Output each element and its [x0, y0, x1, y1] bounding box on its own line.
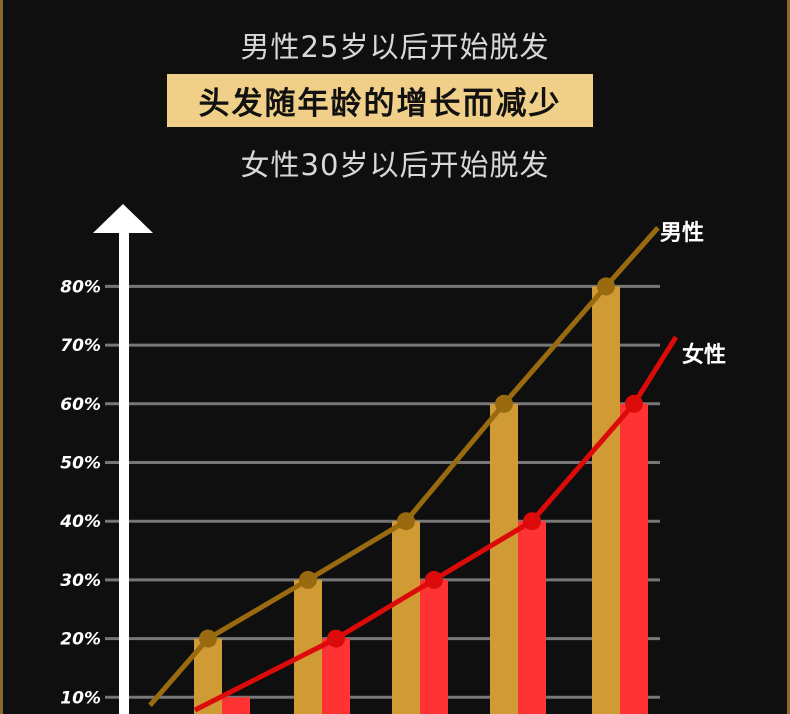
female-point: [327, 629, 345, 648]
y-axis-line: [119, 232, 129, 714]
y-tick-label: 80%: [60, 277, 101, 297]
grid-lines: [105, 284, 660, 699]
female-point: [425, 570, 443, 589]
male-point: [199, 629, 217, 648]
subtitle-female: 女性30岁以后开始脱发: [240, 148, 550, 182]
y-axis-arrow-icon: [93, 204, 153, 233]
female-point: [523, 512, 541, 531]
male-bar: [592, 286, 620, 714]
series-label-female: 女性: [682, 342, 726, 368]
subtitle-male: 男性25岁以后开始脱发: [240, 30, 550, 64]
y-tick-labels: 10% 20% 30% 40% 50% 60% 70% 80%: [59, 277, 101, 708]
male-point: [299, 570, 317, 589]
y-tick-label: 10%: [60, 688, 101, 708]
y-tick-label: 70%: [60, 336, 101, 356]
male-point: [397, 512, 415, 531]
female-bar: [620, 403, 648, 714]
title-banner: 头发随年龄的增长而减少: [167, 74, 593, 127]
series-label-male: 男性: [660, 221, 704, 246]
male-point: [495, 394, 513, 413]
female-bar: [222, 697, 250, 714]
male-bar: [392, 521, 420, 714]
series-lines: [148, 226, 679, 713]
y-axis: [93, 204, 153, 714]
female-point: [625, 394, 643, 413]
male-point: [597, 277, 615, 296]
female-bar: [420, 579, 448, 714]
page-title: 头发随年龄的增长而减少: [198, 86, 562, 122]
female-bar: [322, 638, 350, 714]
bars: [194, 286, 648, 714]
y-tick-label: 60%: [60, 395, 101, 415]
female-line: [193, 335, 679, 713]
female-bar: [518, 521, 546, 714]
y-tick-label: 30%: [60, 571, 101, 591]
y-tick-label: 50%: [60, 454, 101, 474]
y-tick-label: 20%: [60, 630, 101, 650]
male-bar: [490, 403, 518, 714]
y-tick-label: 40%: [59, 512, 101, 532]
